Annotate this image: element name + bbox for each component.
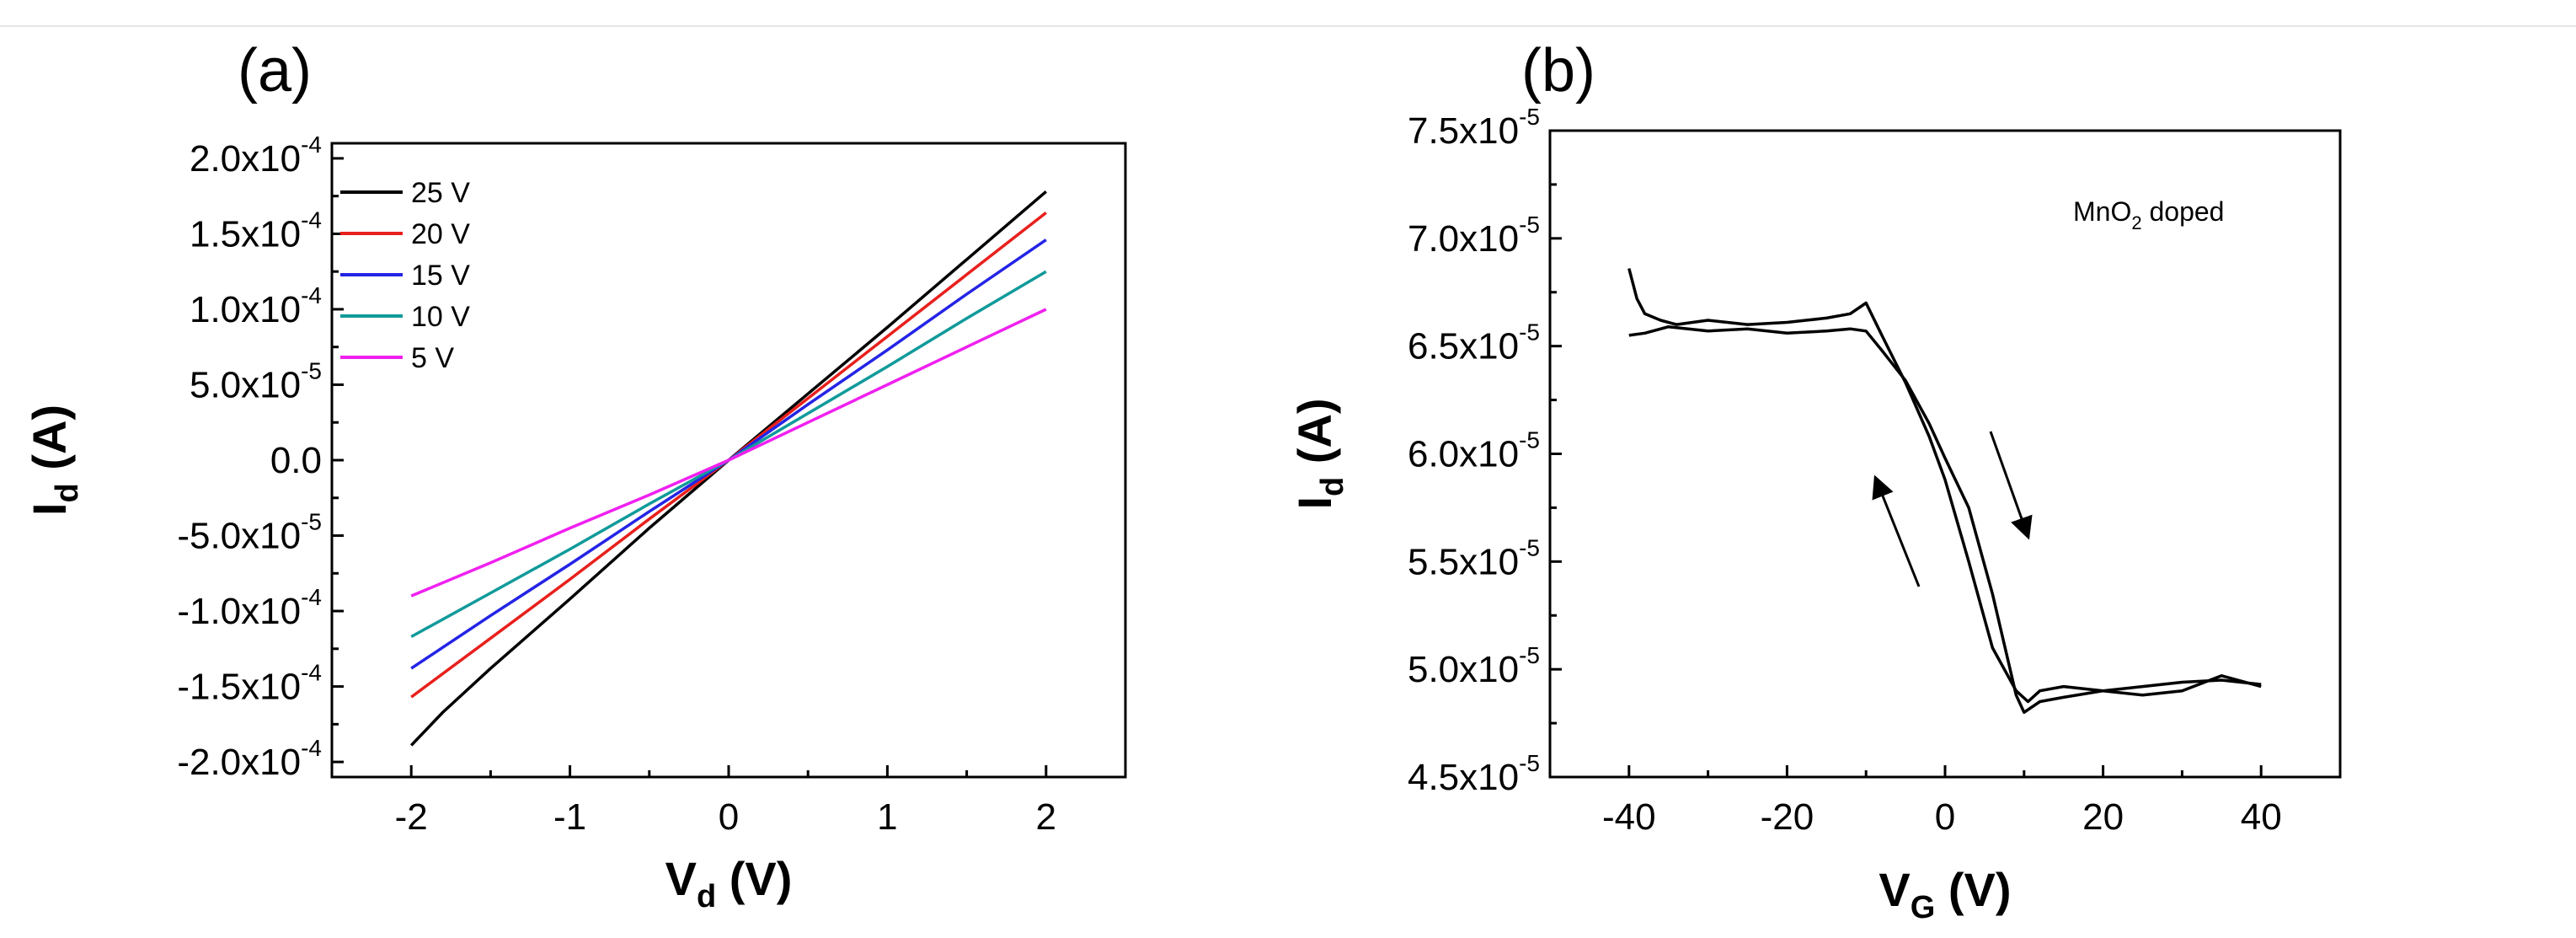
x-tick-label: 0	[719, 796, 739, 838]
panel-label: (b)	[1521, 37, 1595, 105]
panel-label: (a)	[238, 37, 312, 105]
x-tick-label: -1	[553, 796, 586, 838]
legend-label: 5 V	[411, 342, 454, 374]
y-tick-label: 5.5x10-5	[1408, 534, 1540, 582]
series-line-0	[409, 190, 1047, 747]
y-tick-label: 4.5x10-5	[1408, 750, 1540, 798]
x-tick-label: 40	[2241, 796, 2282, 838]
x-tick-label: 1	[877, 796, 897, 838]
sweep-arrow-down	[1989, 431, 2033, 540]
y-tick-label: -1.5x10-4	[177, 660, 322, 708]
y-axis-title: Id (A)	[1288, 398, 1350, 509]
x-tick-label: -20	[1761, 796, 1814, 838]
y-tick-label: 6.0x10-5	[1408, 427, 1540, 475]
series-line-2	[410, 239, 1047, 670]
y-tick-label: 1.5x10-4	[190, 206, 322, 255]
legend-label: 10 V	[411, 301, 470, 333]
y-tick-label: 6.5x10-5	[1408, 319, 1540, 367]
y-tick-label: -5.0x10-5	[177, 509, 322, 557]
y-tick-label: 5.0x10-5	[1408, 642, 1540, 690]
x-tick-label: 0	[1935, 796, 1955, 838]
y-tick-label: 0.0	[270, 440, 322, 481]
series-line-1	[410, 212, 1047, 699]
x-tick-label: -2	[395, 796, 428, 838]
y-tick-label: 1.0x10-4	[190, 282, 322, 330]
series-line-4	[410, 308, 1047, 598]
series-line-0	[1627, 268, 2262, 704]
x-tick-label: -40	[1602, 796, 1656, 838]
chart-panel-a: (a) -2 -1 0 1 2 2.0x10-4 1.5x10-4 1.0x10-4 5.0x10…	[23, 37, 1127, 914]
x-axis-title: Vd (V)	[665, 852, 793, 914]
series-line-1	[1628, 324, 2262, 715]
y-axis-title: Id (A)	[23, 405, 85, 516]
legend-label: 15 V	[411, 260, 470, 292]
y-tick-label: 7.0x10-5	[1408, 212, 1540, 260]
legend-label: 20 V	[411, 218, 470, 250]
y-tick-label: -2.0x10-4	[177, 735, 322, 783]
y-tick-label: 2.0x10-4	[190, 131, 322, 180]
x-tick-label: 20	[2082, 796, 2124, 838]
annotation-text: MnO2 doped	[2073, 196, 2224, 233]
x-axis-title: VG (V)	[1879, 863, 2011, 925]
legend-label: 25 V	[411, 177, 470, 209]
x-tick-label: 2	[1036, 796, 1056, 838]
series-line-3	[410, 270, 1047, 639]
y-tick-label: 7.5x10-5	[1408, 104, 1540, 152]
chart-panel-b: (b) -40 -20 0 20 40 7.5x10-5 7.0x10-5 6.5x10-5 6.…	[1288, 37, 2342, 925]
sweep-arrow-up	[1872, 474, 1921, 587]
top-divider	[0, 25, 2576, 27]
y-tick-label: 5.0x10-5	[190, 357, 322, 405]
y-tick-label: -1.0x10-4	[177, 584, 322, 632]
